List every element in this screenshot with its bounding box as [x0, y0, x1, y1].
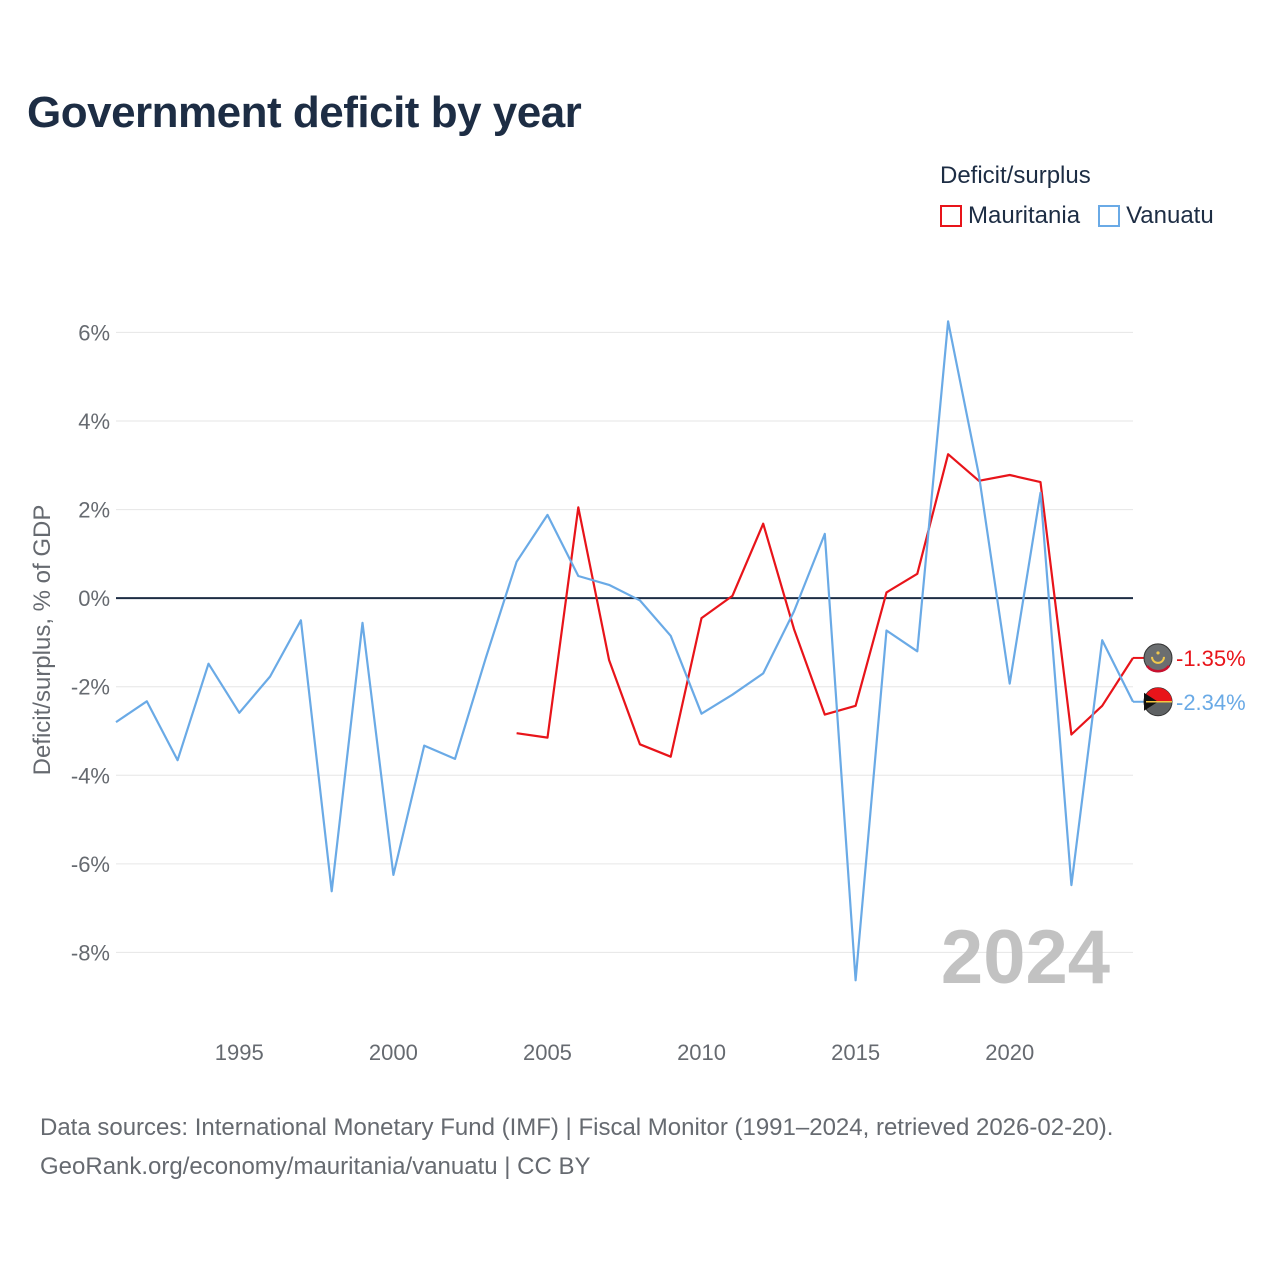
flag-icon-mauritania-star	[1156, 651, 1160, 655]
y-axis-ticks: 6% 4% 2% 0% -2% -4% -6% -8%	[71, 320, 110, 965]
end-label-mauritania: -1.35%	[1176, 646, 1246, 671]
legend: Deficit/surplus Mauritania Vanuatu	[940, 162, 1214, 230]
legend-swatch-mauritania	[940, 205, 962, 227]
chart: 6% 4% 2% 0% -2% -4% -6% -8% 1995 2000 2005 2010 201…	[29, 320, 1246, 1065]
x-tick-label: 2020	[985, 1040, 1034, 1065]
x-tick-label: 2010	[677, 1040, 726, 1065]
grid	[116, 331, 1133, 953]
flag-icon-mauritania-crescent	[1151, 656, 1165, 664]
series-line-vanuatu	[115, 320, 1134, 982]
legend-title: Deficit/surplus	[940, 162, 1091, 189]
flag-icon-mauritania-band	[1146, 665, 1170, 673]
y-tick-label: -2%	[71, 675, 110, 700]
y-tick-label: -6%	[71, 852, 110, 877]
x-tick-label: 2000	[369, 1040, 418, 1065]
legend-label-mauritania: Mauritania	[968, 202, 1081, 229]
year-watermark: 2024	[941, 915, 1110, 1000]
series-line-mauritania	[516, 453, 1134, 758]
y-tick-label: -8%	[71, 940, 110, 965]
end-markers: -1.35% -2.34%	[1133, 643, 1246, 717]
x-tick-label: 2005	[523, 1040, 572, 1065]
chart-title: Government deficit by year	[27, 88, 582, 137]
y-tick-label: 6%	[78, 320, 110, 345]
footer-source: Data sources: International Monetary Fun…	[40, 1114, 1114, 1141]
footer: Data sources: International Monetary Fun…	[40, 1108, 1113, 1186]
y-tick-label: -4%	[71, 763, 110, 788]
legend-swatch-vanuatu	[1098, 205, 1121, 227]
x-tick-label: 2015	[831, 1040, 880, 1065]
y-tick-label: 4%	[78, 409, 110, 434]
y-tick-label: 2%	[78, 498, 110, 523]
legend-label-vanuatu: Vanuatu	[1126, 202, 1214, 229]
legend-item-vanuatu[interactable]: Vanuatu	[1098, 202, 1214, 230]
footer-credit: GeoRank.org/economy/mauritania/vanuatu |…	[40, 1153, 591, 1180]
end-label-vanuatu: -2.34%	[1176, 690, 1246, 715]
y-tick-label: 0%	[78, 586, 110, 611]
series-group	[115, 320, 1134, 982]
legend-item-mauritania[interactable]: Mauritania	[940, 202, 1080, 230]
x-tick-label: 1995	[215, 1040, 264, 1065]
x-axis-ticks: 1995 2000 2005 2010 2015 2020	[215, 1040, 1034, 1065]
y-axis-label: Deficit/surplus, % of GDP	[29, 505, 56, 776]
